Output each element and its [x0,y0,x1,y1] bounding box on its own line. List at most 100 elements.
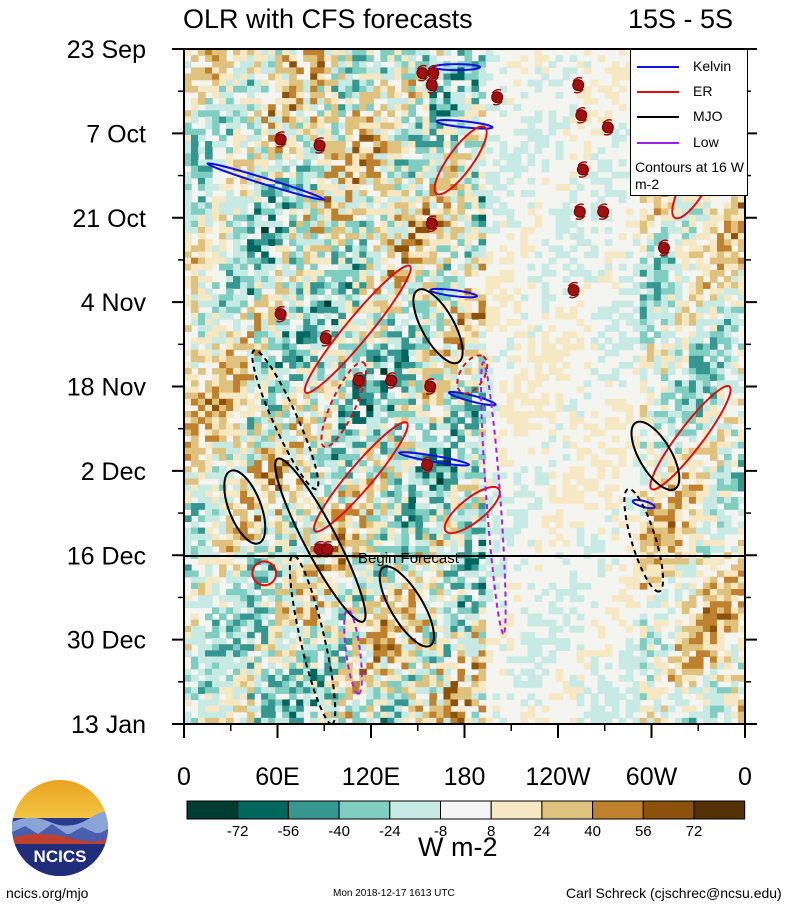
colorbar-tick-label: 72 [686,823,703,840]
legend-swatch [637,142,679,144]
colorbar-swatch [389,800,441,820]
mjo-contour [412,288,464,365]
storm-marker [567,284,580,297]
storm-swirl [313,137,326,154]
legend-contour-note: Contours at 16 W m-2 [635,159,744,192]
storm-swirl [602,119,614,136]
suppressed-contour [623,487,665,593]
colorbar-swatch [693,800,746,820]
storm-marker [573,205,586,218]
kelvin-contour [206,162,326,201]
y-tick-label: 23 Sep [67,36,146,64]
mjo-contour [223,469,267,545]
x-tick-label: 120W [525,763,591,791]
colorbar-tick-label: -40 [328,823,350,840]
colorbar-swatch [338,800,391,820]
storm-swirl [352,372,365,389]
storm-marker [416,67,429,80]
legend-item-low: Low [637,134,745,150]
y-tick-label: 13 Jan [71,711,146,739]
storm-swirl [426,215,438,233]
colorbar-tick-label: -8 [434,823,447,840]
mjo-contour [378,565,435,648]
storm-markers [274,64,670,558]
ncics-logo: NCICS [12,780,108,876]
chart-title: OLR with CFS forecasts [183,4,473,34]
storm-swirl [275,131,287,148]
legend-item-mjo: MJO [637,108,745,124]
colorbar-swatch [287,800,340,820]
footer-author: Carl Schreck (cjschrec@ncsu.edu) [566,885,782,901]
storm-swirl [491,88,503,106]
y-tick-label: 18 Nov [67,374,147,402]
legend-label: Low [693,134,719,150]
storm-marker [491,91,504,104]
er-contour [303,264,412,394]
logo-text: NCICS [34,847,87,866]
storm-swirl [421,456,433,474]
x-tick-label: 60W [626,763,678,791]
colorbar-tick-label: -72 [227,823,249,840]
colorbar-tick-label: -56 [278,823,300,840]
colorbar-swatch [592,800,644,820]
kelvin-contour [435,119,494,130]
er-contour [443,485,501,535]
colorbar-tick-label: -24 [379,823,401,840]
legend-item-er: ER [637,83,745,99]
er-contour [433,125,488,196]
er-contour [649,384,732,491]
low-contour [343,608,363,695]
storm-marker [421,458,434,471]
storm-marker [597,205,610,218]
begin-forecast-label: Begin Forecast [358,550,460,567]
storm-swirl [426,76,438,94]
storm-swirl [567,281,580,299]
storm-marker [576,163,589,176]
legend-label: ER [693,83,713,99]
x-axis: 0 60E 120E 180 120W 60W 0 [177,724,752,791]
storm-swirl [597,203,609,221]
storm-marker [424,380,437,393]
storm-marker [425,79,438,92]
colorbar-tick-label: 8 [487,823,495,840]
storm-marker [319,332,332,345]
x-tick-label: 0 [738,763,752,791]
storm-marker [657,241,670,254]
legend-label: Kelvin [693,58,732,74]
x-tick-label: 120E [342,763,400,791]
y-tick-label: 21 Oct [72,205,146,233]
storm-marker [274,308,287,321]
kelvin-contour [398,451,471,467]
storm-marker [274,133,287,146]
storm-swirl [575,106,587,124]
storm-swirl [424,378,436,395]
kelvin-contour [432,63,482,72]
legend-swatch [637,116,679,118]
storm-marker [572,79,585,92]
storm-swirl [574,203,586,221]
storm-marker [352,374,365,387]
kelvin-contour [429,287,478,299]
x-tick-label: 60E [255,763,299,791]
storm-swirl [385,372,397,389]
colorbar-swatch [642,800,695,820]
latitude-range: 15S - 5S [628,4,734,34]
storm-marker [575,109,588,122]
colorbar-swatch [490,800,543,820]
colorbar-tick-label: 24 [534,823,551,840]
colorbar-tick-label: 40 [584,823,601,840]
colorbar-swatch [541,800,594,820]
storm-swirl [275,305,287,323]
legend: Kelvin ER MJO Low Contours at 16 W m-2 [630,49,748,196]
colorbar: -72 -56 -40 -24 -8 8 24 40 56 72 [186,800,746,840]
colorbar-units: W m-2 [418,832,498,862]
footer-timestamp: Mon 2018-12-17 1613 UTC [333,888,455,899]
colorbar-tick-label: 56 [635,823,652,840]
legend-swatch [637,66,679,68]
colorbar-swatch [237,800,289,820]
kelvin-contour [447,390,497,407]
er-contour [251,560,278,587]
storm-swirl [320,329,332,347]
storm-swirl [416,64,429,82]
er-contour [312,421,409,533]
